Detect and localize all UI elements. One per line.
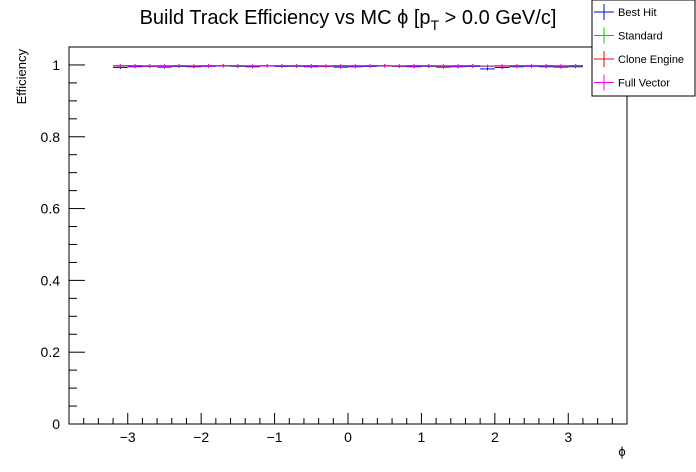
series-full-vector <box>113 64 583 68</box>
legend-label: Best Hit <box>618 7 657 19</box>
legend-label: Full Vector <box>618 78 670 90</box>
y-tick-label: 1 <box>52 57 60 73</box>
x-tick-label: −2 <box>193 429 209 445</box>
legend-entry-clone-engine: Clone Engine <box>594 51 684 67</box>
x-axis-ticks <box>83 413 613 424</box>
y-tick-label: 0 <box>52 416 60 432</box>
x-tick-label: 0 <box>344 429 352 445</box>
x-tick-label: 3 <box>564 429 572 445</box>
legend-label: Clone Engine <box>618 54 684 66</box>
y-tick-label: 0.2 <box>41 344 61 360</box>
y-tick-label: 0.6 <box>41 201 61 217</box>
y-axis-ticks <box>69 46 85 425</box>
x-axis-tick-labels: −3 −2 −1 0 1 2 3 <box>120 429 573 445</box>
chart-title: Build Track Efficiency vs MC ϕ [pT > 0.0… <box>140 7 557 33</box>
x-tick-label: −3 <box>120 429 136 445</box>
y-axis-label: Efficiency <box>14 49 29 105</box>
legend-entry-full-vector: Full Vector <box>594 74 670 91</box>
x-tick-label: −1 <box>267 429 283 445</box>
x-tick-label: 1 <box>418 429 426 445</box>
x-tick-label: 2 <box>491 429 499 445</box>
series-layer <box>113 64 583 71</box>
legend: Best Hit Standard Clone Engine Full Vector <box>591 0 696 97</box>
y-axis-tick-labels: 0 0.2 0.4 0.6 0.8 1 <box>41 57 61 432</box>
y-tick-label: 0.4 <box>41 272 61 288</box>
legend-entry-best-hit: Best Hit <box>594 4 657 20</box>
legend-box <box>591 0 696 97</box>
y-tick-label: 0.8 <box>41 129 61 145</box>
legend-label: Standard <box>618 31 663 43</box>
x-axis-label: ϕ <box>618 444 625 459</box>
legend-entry-standard: Standard <box>594 27 663 44</box>
